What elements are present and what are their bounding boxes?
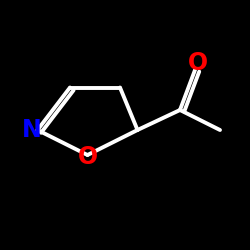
Text: N: N	[22, 118, 41, 142]
Text: O: O	[188, 50, 208, 74]
Text: O: O	[78, 146, 98, 170]
